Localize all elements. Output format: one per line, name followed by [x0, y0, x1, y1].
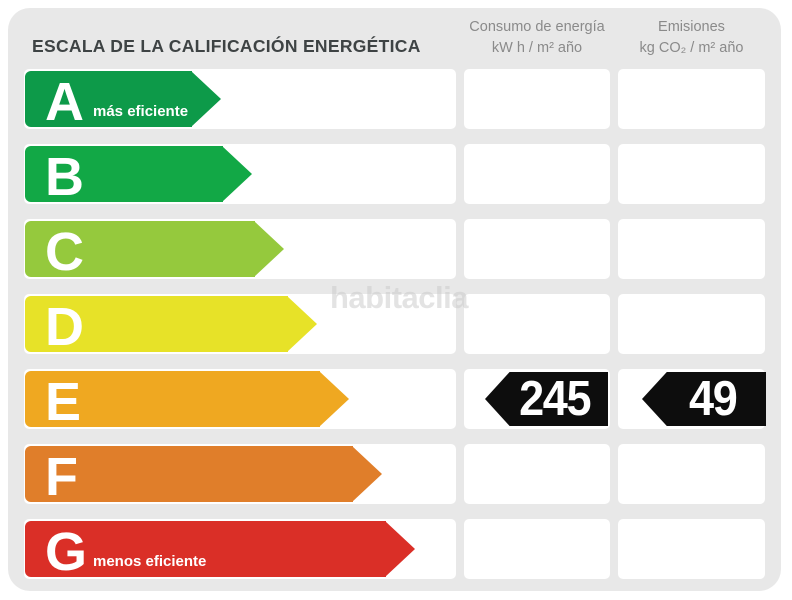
emissions-header-title: Emisiones: [658, 19, 725, 35]
rating-band: G menos eficiente: [24, 519, 456, 582]
consumption-cell: [464, 519, 610, 579]
emissions-cell: [618, 294, 765, 354]
scale-row-f: F: [8, 444, 781, 507]
emissions-value-badge: 49: [642, 372, 766, 426]
bar-arrow-icon: [287, 296, 317, 352]
rating-band: E: [24, 369, 456, 432]
consumption-cell: [464, 69, 610, 129]
rating-letter-b: B: [45, 147, 84, 207]
rating-bar-c: C: [25, 221, 284, 282]
emissions-cell: [618, 144, 765, 204]
scale-row-g: G menos eficiente: [8, 519, 781, 582]
consumption-cell: [464, 144, 610, 204]
rating-bar-e: E: [25, 371, 349, 432]
emissions-cell: [618, 69, 765, 129]
consumption-cell: 245: [464, 369, 610, 429]
least-efficient-note: menos eficiente: [93, 553, 207, 570]
habitaclia-watermark: habitaclia: [330, 280, 469, 315]
rating-band: A más eficiente: [24, 69, 456, 132]
rating-bar-d: D: [25, 296, 317, 357]
consumption-header-units: kW h / m² año: [491, 40, 583, 56]
consumption-value: 245: [519, 371, 591, 426]
page-title: ESCALA DE LA CALIFICACIÓN ENERGÉTICA: [32, 36, 421, 56]
rating-letter-e: E: [45, 372, 82, 432]
emissions-header-units: kg CO₂ / m² año: [639, 40, 744, 56]
scale-row-b: B: [8, 144, 781, 207]
rating-band: D: [24, 294, 456, 357]
consumption-header-title: Consumo de energía: [469, 19, 605, 35]
scale-row-c: C: [8, 219, 781, 282]
bar-arrow-icon: [385, 521, 415, 577]
consumption-cell: [464, 444, 610, 504]
emissions-cell: 49: [618, 369, 766, 429]
most-efficient-note: más eficiente: [93, 103, 189, 120]
emissions-column-header: Emisiones kg CO₂ / m² año: [614, 17, 769, 59]
rating-letter-g: G: [45, 522, 88, 582]
consumption-column-header: Consumo de energía kW h / m² año: [456, 17, 618, 59]
emissions-cell: [618, 519, 765, 579]
emissions-cell: [618, 219, 765, 279]
rating-band: C: [24, 219, 456, 282]
rating-band: F: [24, 444, 456, 507]
consumption-cell: [464, 219, 610, 279]
rating-letter-c: C: [45, 222, 84, 282]
rating-bar-a: A más eficiente: [25, 71, 221, 132]
emissions-value: 49: [688, 371, 738, 426]
scale-row-d: D: [8, 294, 781, 357]
bar-arrow-icon: [191, 71, 221, 127]
bar-arrow-icon: [319, 371, 349, 427]
rating-bar-b: B: [25, 146, 252, 207]
rating-letter-a: A: [45, 72, 84, 132]
scale-row-a: A más eficiente: [8, 69, 781, 132]
consumption-cell: [464, 294, 610, 354]
bar-arrow-icon: [254, 221, 284, 277]
bar-arrow-icon: [222, 146, 252, 202]
emissions-cell: [618, 444, 765, 504]
scale-row-e: E 245 49: [8, 369, 781, 432]
rating-bar-f: F: [25, 446, 382, 507]
rating-bar-g: G menos eficiente: [25, 521, 415, 582]
rating-letter-d: D: [45, 297, 84, 357]
consumption-value-badge: 245: [485, 372, 608, 426]
bar-arrow-icon: [352, 446, 382, 502]
rating-band: B: [24, 144, 456, 207]
rating-letter-f: F: [45, 447, 78, 507]
energy-certificate-panel: ESCALA DE LA CALIFICACIÓN ENERGÉTICA Con…: [8, 8, 781, 591]
